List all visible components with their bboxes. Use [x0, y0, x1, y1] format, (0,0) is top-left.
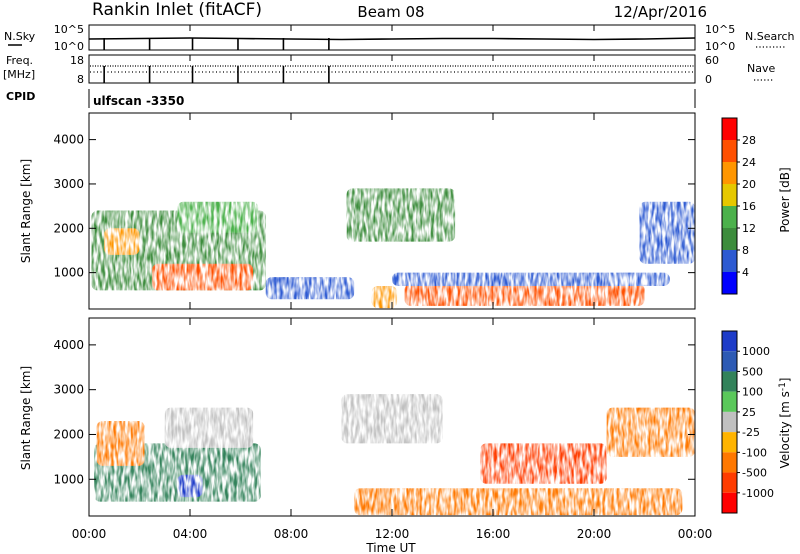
velocity-colorbar-seg-0: [722, 331, 737, 352]
power-colorbar-seg-5: [722, 162, 737, 184]
power-y-axis-label: Slant Range [km]: [19, 159, 33, 263]
power-colorbar-seg-4: [722, 184, 737, 206]
power-cbar-label-0: 4: [742, 266, 749, 279]
y-tick-label-1: 2000: [53, 221, 84, 235]
noise-left-tick-bottom: 10^0: [54, 40, 84, 53]
region-3: [177, 201, 259, 233]
region-5: [354, 488, 683, 516]
region-4: [265, 277, 355, 300]
region-6: [480, 443, 607, 484]
power-cbar-label-1: 8: [742, 244, 749, 257]
velocity-y-ticks: 1000 2000 3000 4000: [53, 338, 695, 486]
freq-tick-bottom: 8: [77, 73, 84, 86]
freq-tick-top: 18: [70, 54, 84, 67]
power-cbar-label-4: 20: [742, 178, 756, 191]
velocity-y-axis-label: Slant Range [km]: [19, 366, 33, 470]
noise-right-label: N.Search: [745, 30, 795, 43]
y-tick-label-3: 4000: [53, 133, 84, 147]
noise-right-tick-top: 10^5: [705, 23, 735, 36]
velocity-cbar-label-1: 500: [742, 365, 763, 378]
velocity-colorbar-seg-1: [722, 351, 737, 372]
velocity-cbar-label-3: 25: [742, 406, 756, 419]
cpid-value: ulfscan -3350: [93, 94, 184, 108]
region-2: [177, 474, 203, 498]
region-9: [371, 285, 398, 309]
power-y-ticks: 1000 2000 3000 4000: [53, 133, 695, 280]
power-colorbar-seg-6: [722, 140, 737, 162]
freq-scan-markers: [103, 66, 330, 83]
velocity-colorbar-label: Velocity [m s-1]: [778, 378, 792, 469]
x-tick-label-0: 00:00: [72, 527, 107, 541]
power-colorbar: 4 8 12 16 20 24 28: [721, 117, 756, 295]
power-colorbar-seg-2: [722, 228, 737, 250]
velocity-colorbar-seg-5: [722, 432, 737, 453]
x-tick-label-4: 16:00: [476, 527, 511, 541]
velocity-cbar-label-6: -500: [742, 467, 767, 480]
nave-tick-top: 60: [705, 54, 719, 67]
freq-label-2: [MHz]: [3, 68, 35, 81]
velocity-cbar-label-2: 100: [742, 386, 763, 399]
velocity-colorbar-seg-3: [722, 391, 737, 412]
y-tick-label-2: 3000: [53, 177, 84, 191]
x-axis-label: Time UT: [365, 541, 416, 554]
nave-label: Nave: [747, 62, 775, 75]
power-cbar-label-5: 24: [742, 156, 756, 169]
y-tick-label-0: 1000: [53, 266, 84, 280]
x-tick-label-3: 12:00: [375, 527, 410, 541]
nave-tick-bottom: 0: [705, 73, 712, 86]
noise-left-label: N.Sky: [4, 30, 36, 43]
noise-sky-line: [88, 37, 696, 41]
y-tick-label-3: 4000: [53, 338, 84, 352]
region-3: [164, 407, 254, 448]
x-axis: 00:00 04:00 08:00 12:00 16:00 20:00 00:00: [72, 25, 713, 541]
power-colorbar-seg-1: [722, 250, 737, 272]
noise-left-tick-top: 10^5: [54, 23, 84, 36]
x-tick-label-2: 08:00: [274, 527, 309, 541]
region-7: [606, 407, 695, 457]
velocity-heatmap: [94, 394, 695, 516]
velocity-colorbar: 1000 500 100 25 -25 -100 -500 -1000: [721, 330, 774, 514]
power-colorbar-seg-7: [722, 118, 737, 140]
region-4: [341, 394, 443, 444]
velocity-cbar-label-7: -1000: [742, 487, 774, 500]
velocity-colorbar-frame: [721, 330, 738, 514]
power-cbar-label-6: 28: [742, 134, 756, 147]
cpid-label: CPID: [6, 90, 35, 103]
x-tick-label-6: 00:00: [678, 527, 713, 541]
region-5: [346, 188, 456, 242]
region-1: [104, 228, 140, 255]
velocity-cbar-label-5: -100: [742, 446, 767, 459]
power-cbar-label-2: 12: [742, 222, 756, 235]
region-1: [96, 421, 145, 466]
beam-label: Beam 08: [357, 3, 424, 21]
y-tick-label-0: 1000: [53, 472, 84, 486]
velocity-cbar-label-4: -25: [742, 426, 760, 439]
power-colorbar-label: Power [dB]: [778, 167, 792, 232]
power-colorbar-seg-0: [722, 272, 737, 294]
station-title: Rankin Inlet (fitACF): [92, 0, 262, 20]
velocity-colorbar-seg-7: [722, 472, 737, 493]
velocity-colorbar-seg-2: [722, 371, 737, 392]
x-tick-label-5: 20:00: [577, 527, 612, 541]
noise-scan-markers: [103, 38, 330, 50]
region-8: [639, 201, 695, 264]
noise-right-tick-bottom: 10^0: [705, 40, 735, 53]
region-6: [404, 283, 645, 306]
freq-label-1: Freq.: [6, 54, 33, 67]
region-2: [152, 263, 254, 291]
velocity-colorbar-seg-4: [722, 411, 737, 433]
date-label: 12/Apr/2016: [614, 3, 707, 21]
power-heatmap: [91, 188, 695, 309]
velocity-colorbar-seg-6: [722, 452, 737, 473]
velocity-colorbar-seg-8: [722, 492, 737, 513]
power-cbar-label-3: 16: [742, 200, 756, 213]
x-tick-label-1: 04:00: [173, 527, 208, 541]
y-tick-label-1: 2000: [53, 427, 84, 441]
power-colorbar-seg-3: [722, 206, 737, 228]
region-7: [392, 272, 670, 286]
y-tick-label-2: 3000: [53, 383, 84, 397]
velocity-cbar-label-0: 1000: [742, 345, 770, 358]
